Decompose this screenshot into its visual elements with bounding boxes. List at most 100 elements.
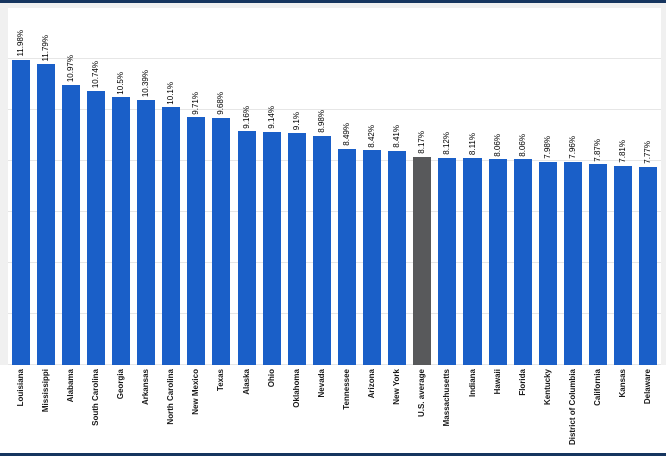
x-tick-label: Indiana (467, 369, 477, 398)
bar-arizona[interactable] (363, 150, 382, 365)
bar-hawaii[interactable] (488, 159, 507, 365)
x-tick-slot-u-s-average: U.S. average (410, 365, 435, 453)
bar-nevada[interactable] (312, 136, 331, 365)
bar-value-label: 11.98% (15, 29, 25, 57)
x-tick-label: Alaska (241, 369, 251, 395)
bar-louisiana[interactable] (11, 59, 30, 365)
x-tick-slot-texas: Texas (209, 365, 234, 453)
x-tick-slot-alabama: Alabama (58, 365, 83, 453)
bar-value-label: 10.97% (65, 55, 75, 83)
bar-slot-kansas: 7.81% (611, 8, 636, 365)
bars-container: 11.98% 11.79% 10.97% 10.74% 10.5% 10.39% 10.1%… (8, 8, 661, 365)
x-tick-slot-arkansas: Arkansas (134, 365, 159, 453)
x-tick-slot-north-carolina: North Carolina (159, 365, 184, 453)
bar-slot-nevada: 8.98% (309, 8, 334, 365)
x-tick-label: North Carolina (166, 369, 176, 425)
bar-oklahoma[interactable] (287, 132, 306, 365)
bar-value-label: 9.14% (266, 106, 276, 129)
bar-slot-alabama: 10.97% (58, 8, 83, 365)
bar-slot-north-carolina: 10.1% (159, 8, 184, 365)
x-tick-label: Kansas (618, 369, 628, 398)
x-tick-label: Massachusetts (442, 369, 452, 427)
bar-alaska[interactable] (237, 131, 256, 365)
x-tick-label: Oklahoma (291, 369, 301, 408)
bar-slot-ohio: 9.14% (259, 8, 284, 365)
bar-slot-hawaii: 8.06% (485, 8, 510, 365)
bar-california[interactable] (589, 164, 608, 365)
x-axis-labels: Louisiana Mississippi Alabama South Carolin… (8, 365, 661, 453)
x-tick-label: California (593, 369, 603, 406)
bar-u-s-average[interactable] (413, 156, 432, 365)
bar-slot-alaska: 9.16% (234, 8, 259, 365)
bar-massachusetts[interactable] (438, 157, 457, 365)
x-tick-label: Texas (216, 369, 226, 392)
bar-arkansas[interactable] (137, 100, 156, 365)
bar-texas[interactable] (212, 118, 231, 365)
x-tick-label: Georgia (115, 369, 125, 400)
x-tick-label: Nevada (316, 369, 326, 398)
x-tick-slot-nevada: Nevada (309, 365, 334, 453)
bar-value-label: 9.71% (191, 91, 201, 115)
x-tick-slot-massachusetts: Massachusetts (435, 365, 460, 453)
bar-tennessee[interactable] (337, 148, 357, 365)
bar-slot-massachusetts: 8.12% (435, 8, 460, 365)
x-tick-label: Kentucky (542, 369, 552, 406)
bar-slot-georgia: 10.5% (108, 8, 133, 365)
bar-slot-arizona: 8.42% (360, 8, 385, 365)
x-tick-slot-georgia: Georgia (108, 365, 133, 453)
bar-value-label: 8.06% (517, 133, 527, 157)
x-tick-label: Arkansas (141, 369, 151, 406)
bar-new-mexico[interactable] (187, 117, 206, 365)
bar-slot-district-of-columbia: 7.96% (560, 8, 585, 365)
chart-margin-top (0, 3, 666, 8)
bar-slot-new-york: 8.41% (385, 8, 410, 365)
bar-mississippi[interactable] (36, 64, 55, 365)
bar-district-of-columbia[interactable] (563, 162, 582, 365)
bar-slot-delaware: 7.77% (636, 8, 661, 365)
x-tick-slot-ohio: Ohio (259, 365, 284, 453)
bar-slot-arkansas: 10.39% (134, 8, 159, 365)
bar-delaware[interactable] (639, 166, 658, 365)
bar-value-label: 8.06% (492, 133, 502, 157)
bar-slot-louisiana: 11.98% (8, 8, 33, 365)
bar-slot-kentucky: 7.98% (535, 8, 560, 365)
x-tick-label: Tennessee (341, 369, 351, 410)
bar-value-label: 10.1% (166, 81, 176, 105)
x-tick-slot-indiana: Indiana (460, 365, 485, 453)
bar-indiana[interactable] (463, 158, 482, 365)
x-tick-label: Delaware (643, 369, 653, 405)
bar-georgia[interactable] (111, 97, 131, 365)
x-tick-label: U.S. average (417, 369, 427, 418)
bar-kentucky[interactable] (538, 161, 557, 365)
chart-margin-right (661, 3, 666, 365)
x-tick-slot-south-carolina: South Carolina (83, 365, 108, 453)
bar-new-york[interactable] (388, 150, 407, 365)
bar-value-label: 7.77% (643, 141, 653, 164)
x-tick-label: South Carolina (90, 369, 100, 426)
bar-south-carolina[interactable] (86, 91, 105, 365)
x-tick-label: District of Columbia (567, 369, 577, 446)
bar-slot-california: 7.87% (586, 8, 611, 365)
bar-ohio[interactable] (262, 131, 281, 365)
bar-alabama[interactable] (61, 85, 80, 365)
bar-value-label: 8.12% (442, 132, 452, 155)
window-border-top (0, 0, 666, 3)
bar-slot-indiana: 8.11% (460, 8, 485, 365)
x-tick-slot-california: California (586, 365, 611, 453)
x-tick-slot-delaware: Delaware (636, 365, 661, 453)
bar-value-label: 7.81% (618, 140, 628, 163)
bar-kansas[interactable] (614, 165, 633, 365)
x-tick-slot-oklahoma: Oklahoma (284, 365, 309, 453)
bar-value-label: 11.79% (40, 34, 50, 62)
bar-florida[interactable] (513, 159, 532, 365)
bar-slot-new-mexico: 9.71% (184, 8, 209, 365)
bar-slot-florida: 8.06% (510, 8, 535, 365)
x-tick-slot-florida: Florida (510, 365, 535, 453)
x-tick-label: Louisiana (15, 369, 25, 407)
bar-value-label: 8.41% (392, 124, 402, 148)
x-tick-label: Alabama (65, 369, 75, 403)
bar-value-label: 10.74% (90, 61, 100, 89)
bar-value-label: 9.16% (241, 105, 251, 129)
bar-north-carolina[interactable] (162, 107, 181, 365)
x-tick-slot-district-of-columbia: District of Columbia (560, 365, 585, 453)
